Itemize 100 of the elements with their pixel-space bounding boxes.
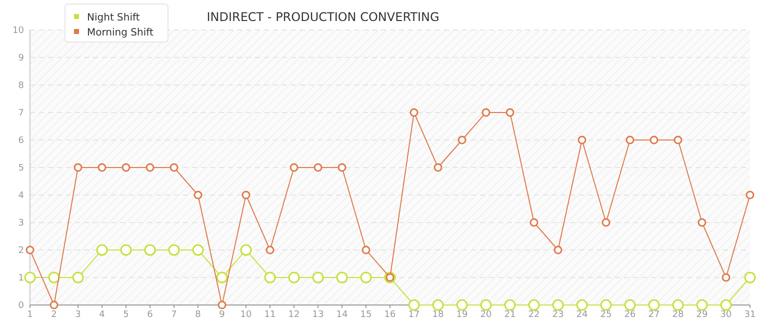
point <box>720 299 732 311</box>
point <box>456 299 468 311</box>
y-tick-label: 5 <box>18 164 24 174</box>
point <box>240 244 252 256</box>
x-tick-label: 9 <box>219 310 226 320</box>
y-tick-label: 8 <box>18 81 24 92</box>
point <box>336 272 348 284</box>
x-tick-label: 28 <box>672 310 684 320</box>
point <box>122 163 130 172</box>
point <box>216 272 228 284</box>
point <box>72 272 84 284</box>
point <box>482 108 490 117</box>
y-tick-label: 9 <box>18 54 24 64</box>
y-tick-label: 6 <box>18 136 24 146</box>
y-tick-label: 7 <box>18 108 24 119</box>
y-tick-label: 4 <box>18 191 24 202</box>
point <box>554 246 562 254</box>
x-tick-label: 10 <box>240 310 252 320</box>
x-tick-label: 8 <box>195 310 202 320</box>
point <box>746 190 754 200</box>
point <box>458 136 466 144</box>
point <box>674 136 682 144</box>
point <box>314 163 322 172</box>
point <box>480 299 492 311</box>
y-tick-label: 10 <box>12 26 24 36</box>
point <box>578 136 586 144</box>
x-tick-label: 19 <box>456 310 468 320</box>
x-tick-label: 12 <box>288 310 300 320</box>
point <box>170 163 178 172</box>
point <box>744 272 756 284</box>
x-tick-label: 2 <box>51 310 57 320</box>
point <box>96 244 108 256</box>
point <box>264 272 276 284</box>
x-tick-label: 23 <box>552 310 564 320</box>
point <box>168 244 180 256</box>
point <box>602 218 610 227</box>
point <box>192 244 204 256</box>
x-tick-label: 15 <box>360 310 372 320</box>
point <box>722 273 730 282</box>
point <box>650 136 658 144</box>
point <box>218 300 226 310</box>
point <box>194 190 202 200</box>
x-tick-label: 18 <box>432 310 444 320</box>
point <box>50 300 58 310</box>
point <box>530 218 538 227</box>
x-tick-label: 30 <box>720 310 732 320</box>
x-tick-label: 20 <box>480 310 492 320</box>
x-tick-label: 27 <box>648 310 660 320</box>
x-tick-label: 14 <box>336 310 348 320</box>
x-tick-label: 5 <box>123 310 129 320</box>
point <box>506 108 514 117</box>
point <box>48 272 60 284</box>
y-tick-label: 0 <box>18 301 24 312</box>
point <box>24 272 36 284</box>
x-tick-label: 7 <box>171 310 177 320</box>
x-tick-label: 4 <box>99 310 106 320</box>
point <box>146 163 154 172</box>
x-tick-label: 26 <box>624 310 636 320</box>
point <box>410 108 418 117</box>
point <box>144 244 156 256</box>
point <box>648 299 660 311</box>
x-tick-label: 21 <box>504 310 516 320</box>
point <box>242 190 250 200</box>
x-tick-label: 24 <box>576 310 588 320</box>
x-tick-label: 13 <box>312 310 324 320</box>
point <box>312 272 324 284</box>
x-tick-label: 3 <box>75 310 81 320</box>
point <box>672 299 684 311</box>
point <box>120 244 132 256</box>
x-tick-label: 25 <box>600 310 612 320</box>
x-tick-label: 16 <box>384 310 396 320</box>
point <box>504 299 516 311</box>
point <box>360 272 372 284</box>
point <box>698 218 706 227</box>
legend-label: Night Shift <box>87 12 140 24</box>
point <box>624 299 636 311</box>
point <box>98 163 106 172</box>
point <box>432 299 444 311</box>
x-tick-label: 1 <box>27 310 33 320</box>
chart-title: INDIRECT - PRODUCTION CONVERTING <box>206 10 440 24</box>
y-tick-label: 3 <box>18 218 24 229</box>
x-tick-label: 22 <box>528 310 540 320</box>
point <box>600 299 612 311</box>
x-tick-label: 6 <box>147 310 154 320</box>
point <box>338 163 346 172</box>
point <box>528 299 540 311</box>
x-tick-label: 29 <box>696 310 708 320</box>
point <box>696 299 708 311</box>
x-tick-label: 31 <box>744 310 756 320</box>
x-tick-label: 17 <box>408 310 420 320</box>
point <box>26 246 34 254</box>
legend-label: Morning Shift <box>87 28 154 38</box>
point <box>576 299 588 311</box>
point <box>552 299 564 311</box>
y-tick-label: 2 <box>18 246 24 256</box>
point <box>288 272 300 284</box>
point <box>362 246 370 254</box>
point <box>290 163 298 172</box>
point <box>626 136 634 144</box>
point <box>434 163 442 172</box>
